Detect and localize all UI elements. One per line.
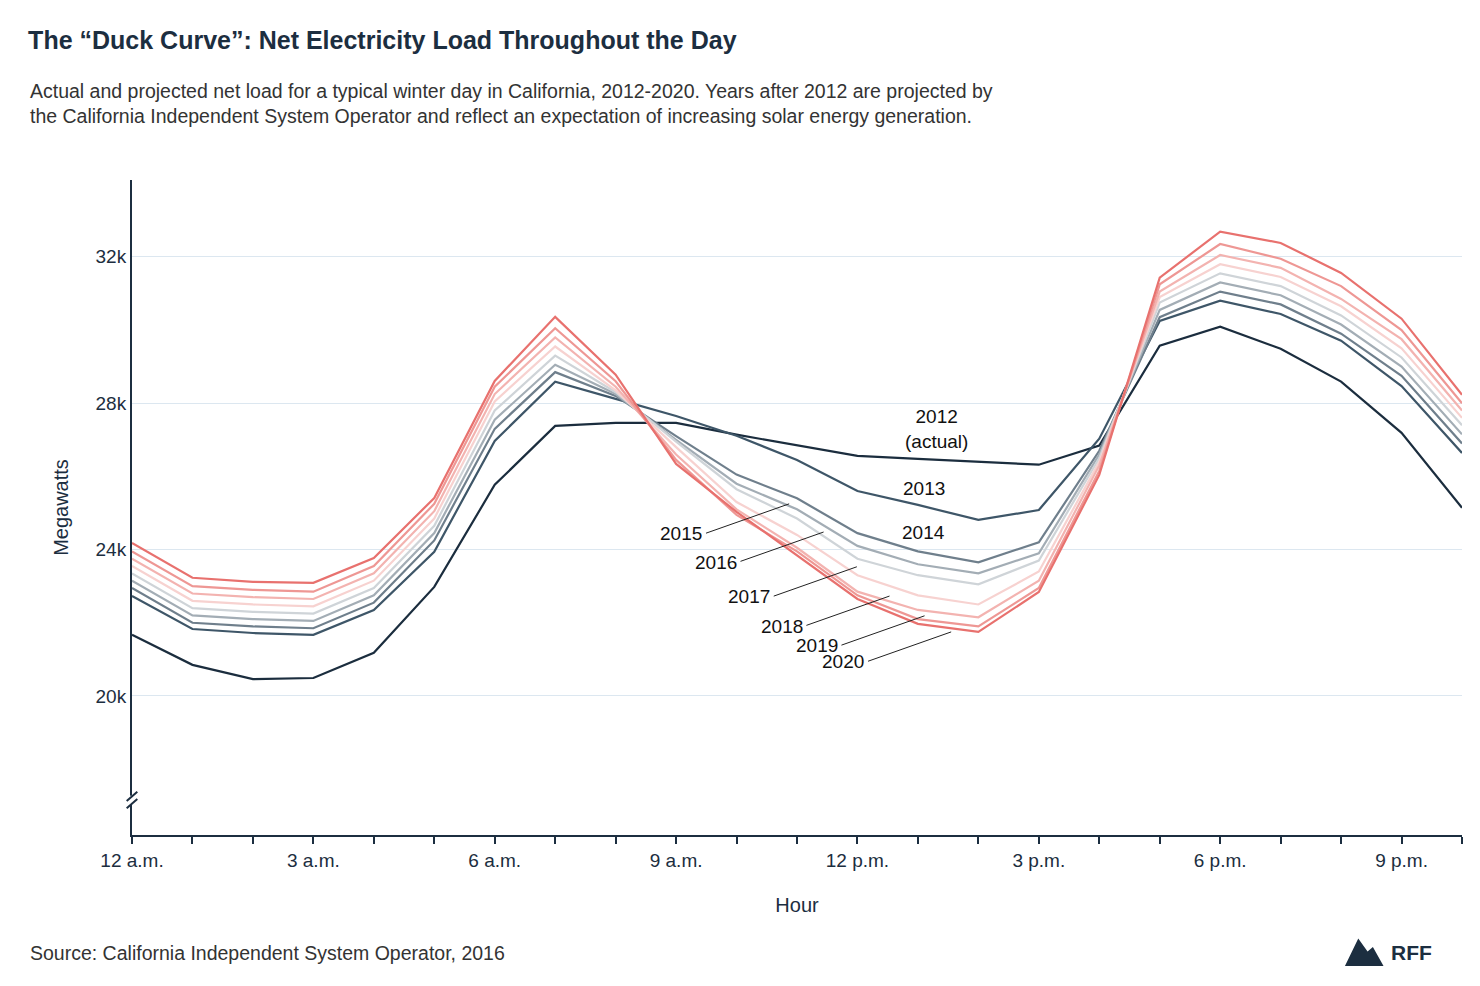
svg-text:3 a.m.: 3 a.m. xyxy=(287,850,340,871)
svg-text:12 p.m.: 12 p.m. xyxy=(826,850,889,871)
svg-text:32k: 32k xyxy=(96,246,127,267)
svg-text:9 a.m.: 9 a.m. xyxy=(650,850,703,871)
svg-text:12 a.m.: 12 a.m. xyxy=(100,850,163,871)
svg-text:Source: California Independent: Source: California Independent System Op… xyxy=(30,942,505,964)
svg-text:Hour: Hour xyxy=(775,894,819,916)
svg-text:2016: 2016 xyxy=(695,552,737,573)
svg-text:2014: 2014 xyxy=(902,522,945,543)
svg-text:RFF: RFF xyxy=(1391,941,1432,964)
svg-text:The “Duck Curve”: Net Electric: The “Duck Curve”: Net Electricity Load T… xyxy=(28,26,737,54)
svg-text:2012(actual): 2012(actual) xyxy=(905,406,968,452)
svg-text:2019: 2019 xyxy=(796,635,838,656)
svg-text:2018: 2018 xyxy=(761,616,803,637)
svg-text:20k: 20k xyxy=(96,686,127,707)
svg-text:9 p.m.: 9 p.m. xyxy=(1375,850,1428,871)
svg-text:28k: 28k xyxy=(96,393,127,414)
svg-text:2017: 2017 xyxy=(728,586,770,607)
svg-text:6 a.m.: 6 a.m. xyxy=(468,850,521,871)
svg-text:2013: 2013 xyxy=(903,478,945,499)
svg-text:2020: 2020 xyxy=(822,651,864,672)
svg-text:2015: 2015 xyxy=(660,523,702,544)
svg-text:Megawatts: Megawatts xyxy=(50,459,72,556)
svg-text:24k: 24k xyxy=(96,539,127,560)
svg-text:Actual and projected net load: Actual and projected net load for a typi… xyxy=(30,80,993,127)
svg-text:3 p.m.: 3 p.m. xyxy=(1012,850,1065,871)
svg-text:6 p.m.: 6 p.m. xyxy=(1194,850,1247,871)
